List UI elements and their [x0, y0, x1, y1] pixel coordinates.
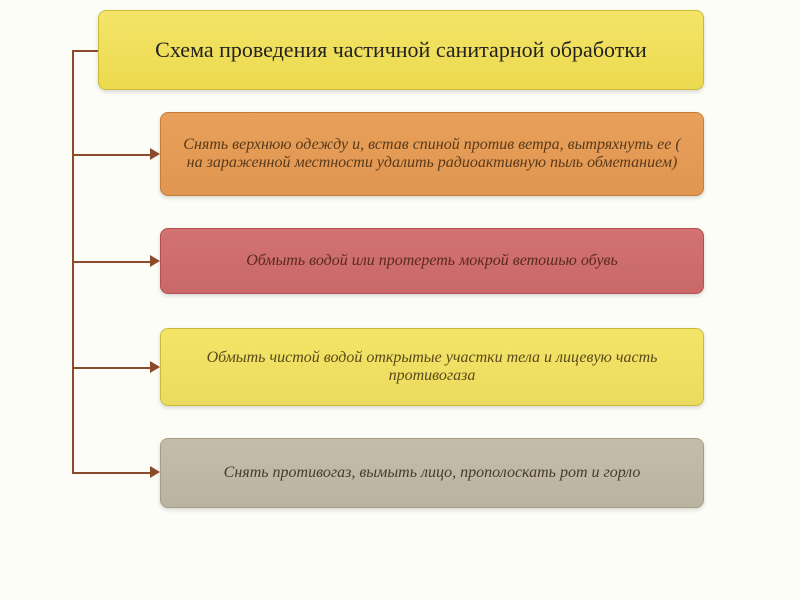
connector-to-step-4 [72, 472, 150, 474]
step-box-2: Обмыть водой или протереть мокрой ветошь… [160, 228, 704, 294]
diagram-container: Схема проведения частичной санитарной об… [0, 0, 800, 600]
step-box-1: Снять верхнюю одежду и, встав спиной про… [160, 112, 704, 196]
step-text-1: Снять верхнюю одежду и, встав спиной про… [181, 136, 683, 172]
step-box-4: Снять противогаз, вымыть лицо, прополоск… [160, 438, 704, 508]
arrow-step-3 [150, 361, 160, 373]
connector-title-to-vertical [72, 50, 98, 52]
arrow-step-1 [150, 148, 160, 160]
step-box-3: Обмыть чистой водой открытые участки тел… [160, 328, 704, 406]
connector-to-step-3 [72, 367, 150, 369]
step-text-4: Снять противогаз, вымыть лицо, прополоск… [224, 464, 641, 482]
arrow-step-2 [150, 255, 160, 267]
step-text-2: Обмыть водой или протереть мокрой ветошь… [246, 252, 618, 270]
connector-to-step-1 [72, 154, 150, 156]
arrow-step-4 [150, 466, 160, 478]
title-box: Схема проведения частичной санитарной об… [98, 10, 704, 90]
connector-to-step-2 [72, 261, 150, 263]
title-text: Схема проведения частичной санитарной об… [155, 37, 647, 63]
step-text-3: Обмыть чистой водой открытые участки тел… [181, 349, 683, 385]
